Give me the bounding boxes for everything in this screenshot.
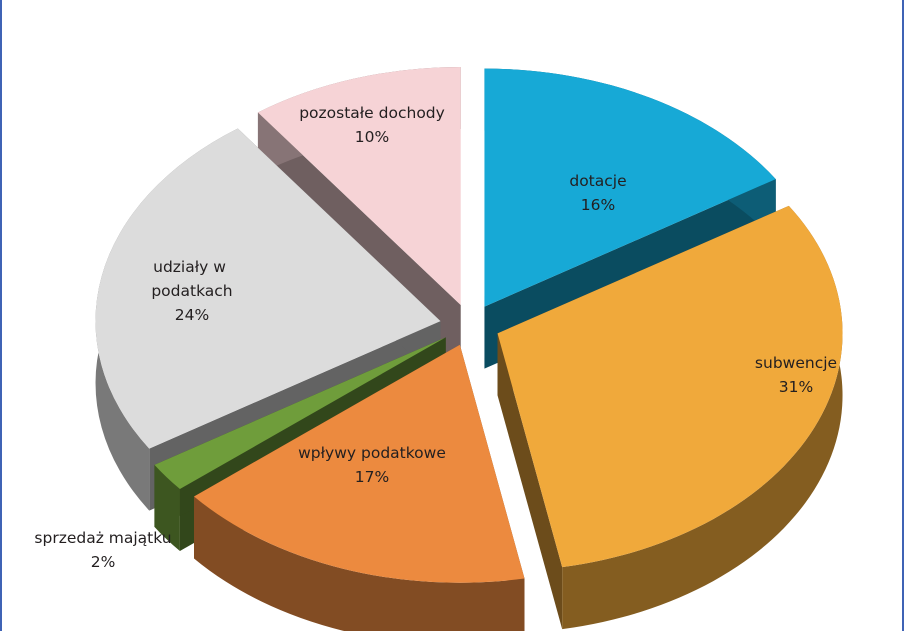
label-dotacje-name: dotacje <box>569 172 626 190</box>
slice-dotacje <box>484 68 776 307</box>
slice-side-wplywy-podatkowe <box>194 496 525 631</box>
slice-wall-subwencje-1 <box>497 333 563 630</box>
slice-sprzedaz-majatku <box>154 337 446 490</box>
label-sprzedaz-name: sprzedaż majątku <box>34 529 171 547</box>
label-pozostale-name: pozostałe dochody <box>299 104 445 122</box>
label-dotacje-value: 16% <box>581 196 615 214</box>
slice-udzialy-w-podatkach <box>95 128 441 449</box>
label-wplywy-name: wpływy podatkowe <box>298 444 446 462</box>
label-wplywy-value: 17% <box>355 468 389 486</box>
slice-side-sprzedaz-majatku <box>154 464 180 552</box>
label-sprzedaz-value: 2% <box>91 553 116 571</box>
label-udzialy-value: 24% <box>175 306 209 324</box>
label-subwencje-name: subwencje <box>755 354 837 372</box>
label-subwencje-value: 31% <box>779 378 813 396</box>
slice-pozostale-dochody <box>257 67 461 306</box>
label-pozostale-value: 10% <box>355 128 389 146</box>
slice-side-subwencje <box>562 205 843 630</box>
slice-tops <box>95 67 843 583</box>
slice-labels: dotacje 16% subwencje 31% wpływy podatko… <box>34 104 837 571</box>
slice-wplywy-podatkowe <box>194 344 525 583</box>
label-udzialy-name: udziały w podatkach <box>151 258 232 300</box>
slice-subwencje <box>497 205 843 568</box>
